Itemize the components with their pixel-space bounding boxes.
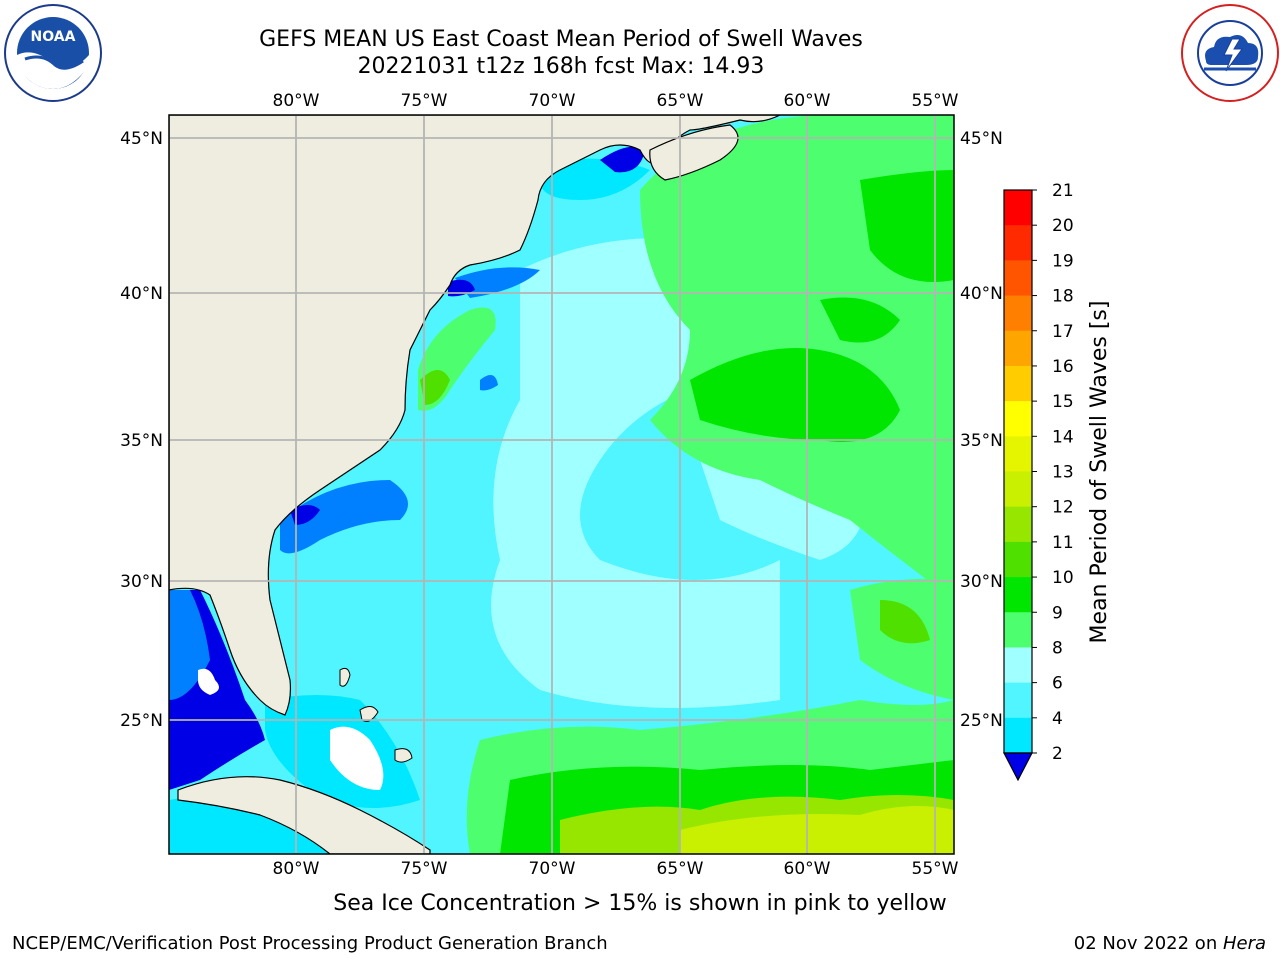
lon-label-top: 65°W (657, 91, 704, 111)
bahamas-blank-area (330, 726, 384, 790)
colorbar-tick-label: 21 (1052, 181, 1074, 201)
colorbar-tick-label: 6 (1052, 674, 1063, 694)
map-frame (168, 114, 955, 855)
colorbar-extend-arrow (1003, 752, 1033, 782)
ocean-field-13-14 (680, 806, 954, 854)
lat-label-right: 40°N (960, 284, 1003, 304)
lon-label-bottom: 60°W (784, 859, 831, 879)
graticule (169, 115, 954, 854)
colorbar-swatch (1004, 436, 1032, 472)
chart-title: GEFS MEAN US East Coast Mean Period of S… (259, 27, 863, 52)
lat-label-left: 45°N (120, 129, 163, 149)
colorbar-swatch (1004, 612, 1032, 648)
colorbar-tick-label: 16 (1052, 357, 1074, 377)
lat-label-left: 40°N (120, 284, 163, 304)
bahamas-island (359, 706, 379, 722)
colorbar-tick-label: 2 (1052, 744, 1063, 764)
ocean-field-under-2 (600, 146, 645, 173)
colorbar-swatch (1004, 682, 1032, 719)
colorbar-swatch (1004, 260, 1032, 297)
ocean-field-11-12 (880, 600, 930, 644)
colorbar-swatch (1004, 717, 1032, 754)
colorbar-tick-label: 10 (1052, 568, 1074, 588)
cuba-land (177, 776, 431, 854)
lon-label-top: 75°W (401, 91, 448, 111)
lon-label-bottom: 80°W (273, 859, 320, 879)
lat-label-left: 30°N (120, 572, 163, 592)
ocean-field-under-2 (290, 505, 320, 525)
colorbar-label: Mean Period of Swell Waves [s] (1087, 301, 1112, 644)
colorbar-swatch (1004, 401, 1032, 437)
lon-label-top: 55°W (912, 91, 959, 111)
colorbar-swatch (1004, 647, 1032, 684)
map-field (169, 115, 954, 854)
lon-label-top: 80°W (273, 91, 320, 111)
colorbar-swatch (1004, 225, 1032, 261)
colorbar-tick-label: 18 (1052, 287, 1074, 307)
ocean-field-2-4 (280, 480, 408, 554)
bahamas-island (394, 748, 413, 763)
colorbar-swatch (1004, 365, 1032, 402)
ocean-field-10-11 (860, 170, 954, 282)
lat-label-right: 30°N (960, 572, 1003, 592)
lon-label-top: 70°W (529, 91, 576, 111)
colorbar-tick-label: 17 (1052, 322, 1074, 342)
noaa-logo-text: NOAA (31, 29, 76, 45)
gulf-blank-area (198, 668, 219, 695)
colorbar-swatch (1004, 190, 1032, 226)
ocean-field-10-11 (820, 297, 900, 343)
colorbar-swatch (1004, 295, 1032, 332)
lon-label-bottom: 70°W (529, 859, 576, 879)
footer-date: 02 Nov 2022 on Hera (1074, 933, 1266, 954)
colorbar-swatch (1004, 330, 1032, 367)
lon-label-top: 60°W (784, 91, 831, 111)
ocean-field-2-4 (455, 267, 540, 298)
colorbar-tick-label: 15 (1052, 392, 1074, 412)
colorbar-tick-label: 4 (1052, 709, 1063, 729)
colorbar: 21 20 19 18 17 16 15 14 13 12 11 10 9 8 6 4 2 (1003, 181, 1074, 782)
footer-machine: Hera (1222, 933, 1266, 954)
ocean-field-2-4 (480, 375, 498, 391)
noaa-logo: NOAA (4, 4, 102, 102)
colorbar-tick-label: 12 (1052, 498, 1074, 518)
colorbar-swatch (1004, 471, 1032, 508)
lat-label-left: 35°N (120, 431, 163, 451)
bahamas-island (339, 667, 351, 687)
colorbar-tick-label: 9 (1052, 603, 1063, 623)
lon-label-bottom: 75°W (401, 859, 448, 879)
lat-label-right: 25°N (960, 711, 1003, 731)
chart-subtitle: 20221031 t12z 168h fcst Max: 14.93 (357, 54, 765, 79)
colorbar-tick-label: 14 (1052, 427, 1074, 447)
footer-credit: NCEP/EMC/Verification Post Processing Pr… (12, 933, 608, 954)
nws-logo (1181, 4, 1279, 102)
colorbar-tick-label: 8 (1052, 638, 1063, 658)
north-america-land (169, 115, 781, 716)
lat-label-right: 45°N (960, 129, 1003, 149)
colorbar-tick-label: 11 (1052, 533, 1074, 553)
lat-label-left: 25°N (120, 711, 163, 731)
colorbar-tick-label: 19 (1052, 251, 1074, 271)
colorbar-swatch (1004, 577, 1032, 613)
lat-label-right: 35°N (960, 431, 1003, 451)
ocean-field-11-12 (420, 370, 450, 405)
colorbar-swatch (1004, 506, 1032, 543)
footer-date-text: 02 Nov 2022 on (1073, 933, 1223, 954)
lon-label-bottom: 55°W (912, 859, 959, 879)
sea-ice-caption: Sea Ice Concentration > 15% is shown in … (333, 891, 947, 916)
colorbar-swatch (1004, 541, 1032, 578)
colorbar-tick-label: 20 (1052, 216, 1074, 236)
lon-label-bottom: 65°W (657, 859, 704, 879)
colorbar-tick-label: 13 (1052, 463, 1074, 483)
ocean-field-10-11 (690, 348, 900, 442)
